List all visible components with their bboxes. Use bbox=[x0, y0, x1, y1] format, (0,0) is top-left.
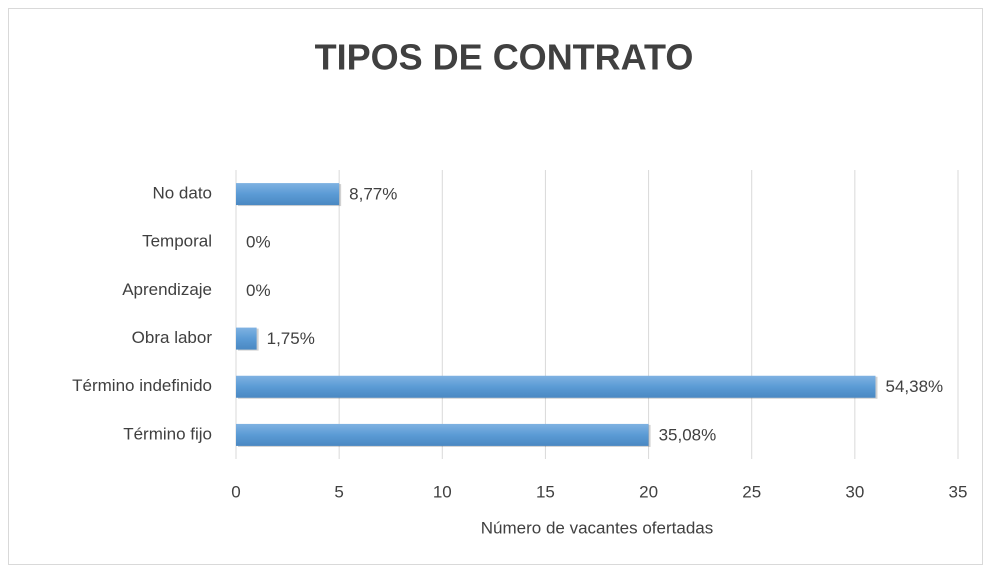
x-tick-label: 5 bbox=[334, 482, 343, 501]
x-tick-label: 15 bbox=[536, 482, 555, 501]
y-tick-label: Temporal bbox=[142, 232, 212, 251]
chart-border bbox=[8, 8, 983, 565]
x-tick-label: 10 bbox=[433, 482, 452, 501]
y-tick-label: Aprendizaje bbox=[122, 280, 212, 299]
bar bbox=[236, 327, 257, 350]
x-tick-label: 25 bbox=[742, 482, 761, 501]
x-axis-title: Número de vacantes ofertadas bbox=[481, 518, 713, 537]
data-label: 54,38% bbox=[885, 377, 943, 396]
x-tick-label: 20 bbox=[639, 482, 658, 501]
x-tick-label: 30 bbox=[845, 482, 864, 501]
bar bbox=[236, 183, 340, 206]
y-tick-label: Término fijo bbox=[123, 424, 212, 443]
bar bbox=[236, 375, 876, 398]
data-label: 8,77% bbox=[349, 185, 397, 204]
data-label: 0% bbox=[246, 281, 271, 300]
x-tick-label: 35 bbox=[949, 482, 968, 501]
data-label: 1,75% bbox=[267, 329, 315, 348]
y-tick-label: Obra labor bbox=[132, 328, 213, 347]
data-label: 35,08% bbox=[659, 425, 717, 444]
y-tick-label: Término indefinido bbox=[72, 376, 212, 395]
bar bbox=[236, 423, 649, 446]
y-tick-label: No dato bbox=[152, 184, 212, 203]
chart-title: TIPOS DE CONTRATO bbox=[315, 37, 694, 78]
x-tick-label: 0 bbox=[231, 482, 240, 501]
data-label: 0% bbox=[246, 233, 271, 252]
